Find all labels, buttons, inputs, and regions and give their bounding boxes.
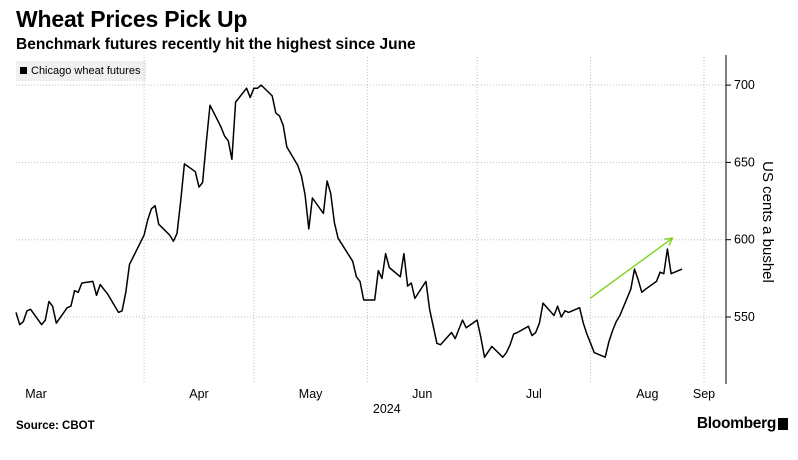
y-tick-label-700: 700	[734, 78, 755, 92]
x-tick-label-Apr: Apr	[189, 387, 208, 401]
series-layer	[15, 84, 683, 358]
x-tick-label-Aug: Aug	[636, 387, 658, 401]
series-line-chicago-wheat-futures	[15, 84, 683, 358]
annotation-arrow-head	[664, 237, 674, 246]
axes: 550 600 650 700 Mar Apr May Jun Jul Aug Sep 2024 US …	[25, 55, 776, 416]
y-tick-label-650: 650	[734, 155, 755, 169]
legend-label: Chicago wheat futures	[31, 65, 141, 77]
y-axis-title: US cents a bushel	[759, 161, 776, 283]
x-year-label: 2024	[373, 402, 401, 416]
y-tick-label-550: 550	[734, 310, 755, 324]
annotation-layer	[589, 237, 674, 300]
gridlines	[16, 57, 726, 384]
x-tick-label-Jun: Jun	[412, 387, 432, 401]
chart-title: Wheat Prices Pick Up	[16, 6, 248, 32]
y-tick-label-600: 600	[734, 233, 755, 247]
chart-subtitle: Benchmark futures recently hit the highe…	[16, 36, 416, 53]
legend: Chicago wheat futures	[16, 61, 147, 81]
x-tick-label-Sep: Sep	[693, 387, 715, 401]
annotation-arrow-shaft	[589, 237, 673, 300]
source-note: Source: CBOT	[16, 420, 95, 432]
x-tick-label-Jul: Jul	[526, 387, 542, 401]
bloomberg-mark-icon	[778, 418, 788, 430]
legend-swatch	[20, 67, 27, 74]
x-tick-label-Mar: Mar	[25, 387, 47, 401]
bloomberg-logo: Bloomberg	[696, 415, 776, 432]
x-tick-label-May: May	[299, 387, 323, 401]
